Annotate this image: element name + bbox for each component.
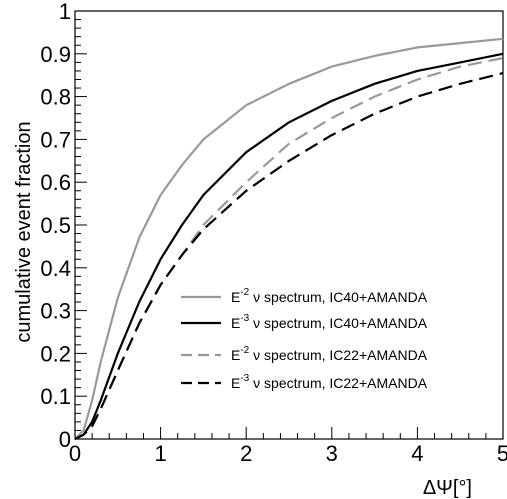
axis-ticks <box>74 10 504 440</box>
x-tick-label: 4 <box>411 441 423 466</box>
y-axis-label: cumulative event fraction <box>13 121 35 342</box>
y-tick-label: 0.7 <box>40 127 71 152</box>
legend-entry-3: E-2 ν spectrum, IC22+AMANDA <box>231 345 428 363</box>
series-group <box>74 37 504 440</box>
y-tick-label: 0.4 <box>40 256 71 281</box>
y-tick-label: 0.6 <box>40 170 71 195</box>
y-tick-label: 0.5 <box>40 213 71 238</box>
y-tick-label: 0.1 <box>40 384 71 409</box>
legend-entry-4: E-3 ν spectrum, IC22+AMANDA <box>231 373 428 391</box>
legend-entry-1: E-2 ν spectrum, IC40+AMANDA <box>231 287 428 305</box>
series-line-1 <box>74 37 504 440</box>
series-line-4 <box>74 72 504 440</box>
x-tick-label: 5 <box>497 441 507 466</box>
axis-tick-labels: 0 1 2 3 4 5 0 0.1 0.2 0.3 0.4 0.5 0.6 0.7 0.8 0.9 1 <box>40 0 507 466</box>
legend: E-2 ν spectrum, IC40+AMANDA E-3 ν spectru… <box>181 287 428 391</box>
y-tick-label: 0 <box>59 427 71 452</box>
y-tick-label: 0.8 <box>40 85 71 110</box>
y-tick-label: 1 <box>59 0 71 24</box>
x-tick-label: 3 <box>326 441 338 466</box>
y-tick-label: 0.3 <box>40 299 71 324</box>
x-tick-label: 2 <box>240 441 252 466</box>
y-tick-label: 0.2 <box>40 341 71 366</box>
legend-entry-2: E-3 ν spectrum, IC40+AMANDA <box>231 313 428 331</box>
x-tick-label: 1 <box>154 441 166 466</box>
y-tick-label: 0.9 <box>40 42 71 67</box>
x-tick-label: 0 <box>69 441 81 466</box>
x-axis-label: ΔΨ[°] <box>423 477 472 499</box>
series-line-2 <box>74 52 504 440</box>
